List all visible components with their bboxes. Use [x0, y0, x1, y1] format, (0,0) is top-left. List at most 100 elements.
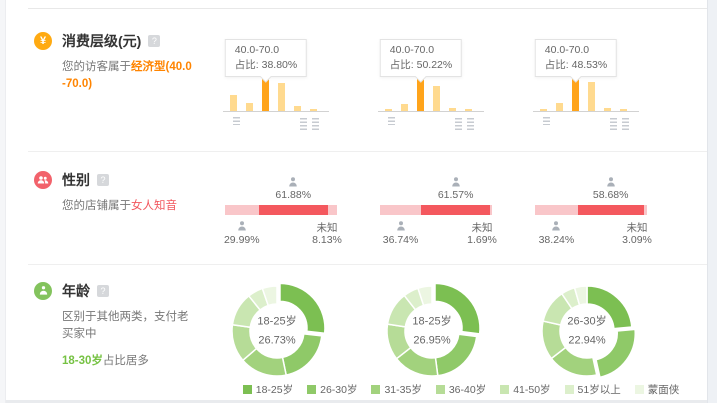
consumption-bar-3[interactable] [262, 77, 269, 111]
unknown-label: 未知 [626, 222, 648, 234]
donut-slice-1[interactable] [434, 282, 481, 335]
female-segment[interactable] [421, 205, 491, 215]
consumption-header: ¥ 消费层级(元) ? [34, 31, 215, 51]
gender-label-col: 性别 ? 您的店铺属于女人知音 [28, 152, 215, 264]
consumption-label-col: ¥ 消费层级(元) ? 您的访客属于经济型(40.0-70.0) [28, 9, 215, 151]
consumption-desc-text: 您的访客属于 [62, 61, 131, 73]
legend-item-3[interactable]: 31-35岁 [371, 382, 422, 397]
page-bottom-edge [6, 400, 707, 403]
legend-item-2[interactable]: 26-30岁 [307, 382, 357, 397]
consumption-bar-3[interactable] [572, 77, 579, 111]
help-icon[interactable]: ? [148, 35, 161, 47]
age-header: 年龄 ? [34, 281, 215, 301]
donut-slice-2[interactable] [281, 333, 323, 376]
unknown-segment[interactable] [643, 205, 647, 215]
legend-label: 41-50岁 [513, 384, 551, 396]
consumption-bar-6[interactable] [620, 109, 627, 111]
help-icon[interactable]: ? [97, 174, 109, 186]
gender-chart-3: 58.68% 38.24% 未知 3.09% [525, 152, 680, 264]
consumption-bar-5[interactable] [604, 107, 611, 111]
legend-label: 18-25岁 [255, 384, 294, 396]
consumption-chart-1: 40.0-70.0 占比: 38.80% [215, 9, 370, 151]
consumption-bar-6[interactable] [310, 109, 317, 111]
consumption-bar-5[interactable] [449, 108, 456, 111]
axis-tick-label [312, 118, 319, 132]
donut-slice-7[interactable] [573, 285, 588, 306]
female-segment[interactable] [577, 205, 644, 215]
tooltip-share: 占比: 50.22% [389, 59, 453, 72]
consumption-chart-2: 40.0-70.0 占比: 50.22% [370, 9, 525, 151]
unknown-segment[interactable] [490, 205, 492, 215]
consumption-bar-2[interactable] [556, 103, 563, 111]
legend-item-7[interactable]: 蒙面侠 [634, 382, 679, 397]
consumption-bar-1[interactable] [540, 109, 547, 111]
gender-desc-text: 您的店铺属于 [62, 200, 131, 212]
consumption-bar-6[interactable] [465, 109, 472, 111]
gender-bar [380, 205, 492, 215]
consumption-bar-2[interactable] [401, 104, 408, 111]
donut-slice-7[interactable] [261, 285, 278, 307]
age-title: 年龄 [62, 283, 90, 299]
legend-swatch [242, 385, 252, 394]
male-segment[interactable] [380, 205, 422, 215]
age-legend: 18-25岁 26-30岁 31-35岁 36-40岁 41-50岁 51岁以上 蒙面侠 [215, 382, 707, 397]
axis-tick-label [543, 117, 550, 125]
section-age: 年龄 ? 区别于其他两类，支付老买家中 18-30岁占比居多 18-25岁 26.7… [28, 265, 707, 402]
consumption-bar-4[interactable] [588, 81, 595, 111]
unknown-segment[interactable] [327, 205, 337, 215]
donut-slice-1[interactable] [279, 282, 326, 335]
axis-tick-label [467, 118, 474, 132]
legend-swatch [564, 385, 574, 394]
legend-label: 51岁以上 [577, 384, 621, 396]
unknown-label: 未知 [316, 222, 338, 234]
bar-tooltip: 40.0-70.0 占比: 50.22% [379, 39, 463, 78]
gender-chart-1: 61.88% 29.99% 未知 8.13% [215, 152, 370, 264]
male-percent: 29.99% [223, 234, 260, 246]
consumption-bar-4[interactable] [433, 86, 440, 111]
legend-item-5[interactable]: 41-50岁 [500, 382, 551, 397]
male-icon [236, 220, 248, 235]
people-icon [34, 171, 52, 189]
legend-item-6[interactable]: 51岁以上 [564, 382, 621, 397]
donut-slice-2[interactable] [595, 328, 636, 379]
consumption-bar-2[interactable] [246, 102, 253, 111]
consumption-bar-3[interactable] [417, 77, 424, 111]
section-gender: 性别 ? 您的店铺属于女人知音 61.88% 29.99% 未知 8.13% 61.57… [28, 152, 707, 265]
x-axis [533, 111, 639, 112]
donut-slice-7[interactable] [417, 285, 433, 307]
legend-label: 26-30岁 [320, 384, 358, 396]
male-segment[interactable] [535, 205, 578, 215]
donut-slice-2[interactable] [434, 333, 478, 377]
gender-charts: 61.88% 29.99% 未知 8.13% 61.57% 36.74% 未知 1.69% 58… [215, 152, 707, 264]
donut-slice-1[interactable] [586, 285, 633, 330]
male-percent: 38.24% [538, 234, 575, 246]
consumption-bar-1[interactable] [230, 95, 237, 111]
legend-item-1[interactable]: 18-25岁 [242, 382, 294, 397]
x-axis [378, 111, 484, 112]
gender-title: 性别 [62, 172, 90, 188]
unknown-percent: 3.09% [622, 234, 652, 246]
consumption-bar-1[interactable] [385, 109, 392, 111]
unknown-percent: 8.13% [312, 234, 342, 246]
male-icon [550, 220, 562, 235]
male-segment[interactable] [225, 205, 259, 215]
legend-item-4[interactable]: 36-40岁 [435, 382, 486, 397]
x-axis [223, 111, 329, 112]
age-donut [225, 279, 329, 388]
female-segment[interactable] [258, 205, 328, 215]
help-icon[interactable]: ? [97, 285, 109, 297]
consumption-bar-4[interactable] [278, 83, 285, 111]
legend-label: 31-35岁 [384, 384, 422, 396]
age-desc-line2: 18-30岁占比居多 [62, 353, 194, 370]
bar-group [533, 77, 627, 111]
section-consumption: ¥ 消费层级(元) ? 您的访客属于经济型(40.0-70.0) 40.0-70… [28, 9, 707, 152]
profile-card: ¥ 消费层级(元) ? 您的访客属于经济型(40.0-70.0) 40.0-70… [28, 8, 707, 402]
axis-tick-label [233, 117, 240, 125]
scrollbar-track[interactable] [707, 0, 717, 403]
gender-desc-highlight: 女人知音 [131, 200, 177, 212]
consumption-bar-5[interactable] [294, 106, 301, 111]
consumption-chart-3: 40.0-70.0 占比: 48.53% [525, 9, 680, 151]
tooltip-share: 占比: 38.80% [234, 59, 298, 72]
age-desc-line1: 区别于其他两类，支付老买家中 [62, 311, 189, 341]
